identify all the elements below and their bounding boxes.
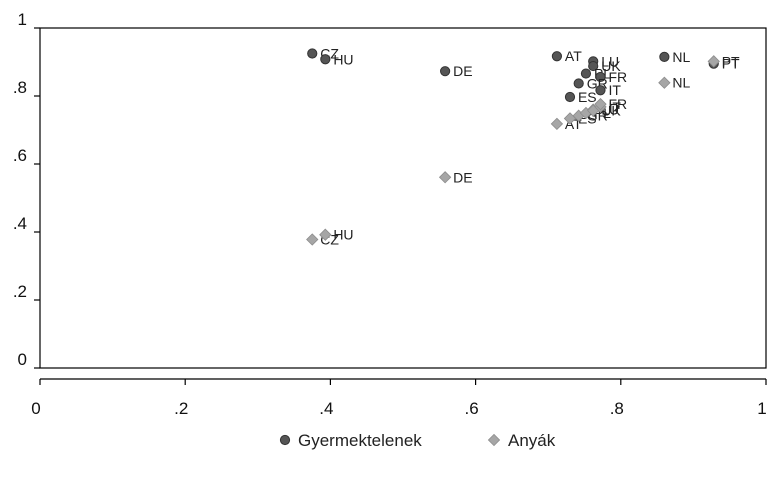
point-label-lu: LU — [601, 53, 619, 69]
data-point-pl — [580, 68, 592, 79]
data-point-hu — [319, 228, 332, 241]
point-label-nl: NL — [672, 75, 690, 91]
y-tick-label: .6 — [13, 146, 27, 165]
point-label-de: DE — [453, 169, 472, 185]
data-point-nl — [658, 76, 671, 89]
data-point-fr — [594, 97, 607, 111]
data-point-nl — [659, 51, 670, 63]
data-point-cz — [307, 48, 318, 59]
data-point-cz — [306, 233, 319, 246]
point-label-lu: LU — [601, 102, 619, 118]
point-label-fr: FR — [608, 69, 627, 85]
data-point-pt — [707, 55, 720, 68]
y-tick-label: .4 — [13, 214, 27, 233]
legend-label-gyermektelenek: Gyermektelenek — [298, 431, 422, 450]
plot-frame — [39, 27, 767, 369]
x-tick-label: .4 — [319, 399, 333, 418]
point-label-hu: HU — [333, 51, 353, 67]
y-tick-label: .8 — [13, 78, 27, 97]
data-point-uk — [588, 60, 599, 72]
x-tick-label: 1 — [757, 399, 766, 418]
legend: Gyermektelenek Anyák — [279, 431, 556, 450]
point-label-es: ES — [578, 89, 597, 105]
series-gyermektelenek: CZHUDEATLUUKPLFRGRITESNLPT — [307, 46, 740, 105]
legend-marker-gyermektelenek — [279, 434, 291, 446]
data-point-de — [440, 66, 451, 77]
legend-label-anyak: Anyák — [508, 431, 556, 450]
point-label-de: DE — [453, 63, 472, 79]
point-label-nl: NL — [672, 49, 690, 65]
point-label-it: IT — [608, 99, 621, 115]
data-point-gr — [573, 78, 584, 89]
legend-marker-anyak — [487, 433, 501, 447]
point-label-fr: FR — [608, 96, 627, 112]
point-label-it: IT — [608, 82, 621, 98]
point-label-uk: UK — [601, 58, 621, 74]
x-tick-label: .6 — [465, 399, 479, 418]
y-tick-label: .2 — [13, 282, 27, 301]
data-point-es — [564, 91, 576, 103]
y-tick-label: 0 — [18, 350, 27, 369]
data-point-hu — [320, 54, 331, 65]
data-point-fr — [595, 71, 606, 83]
data-point-at — [551, 51, 563, 62]
y-tick-label: 1 — [18, 10, 27, 29]
data-point-de — [438, 171, 452, 184]
point-label-pt: PT — [722, 56, 740, 72]
point-label-pt: PT — [722, 53, 740, 69]
point-label-hu: HU — [333, 227, 353, 243]
point-label-at: AT — [565, 48, 582, 64]
x-tick-label: 0 — [31, 399, 40, 418]
x-tick-label: .8 — [610, 399, 624, 418]
data-points: CZHUDEATLUUKPLFRGRITESNLPTCZHUDEATESGRPL… — [306, 46, 740, 247]
x-tick-label: .2 — [174, 399, 188, 418]
data-point-it — [595, 85, 606, 96]
data-point-at — [550, 117, 564, 131]
axes: 0 .2 .4 .6 .8 1 0 .2 .4 .6 .8 1 — [13, 10, 767, 418]
